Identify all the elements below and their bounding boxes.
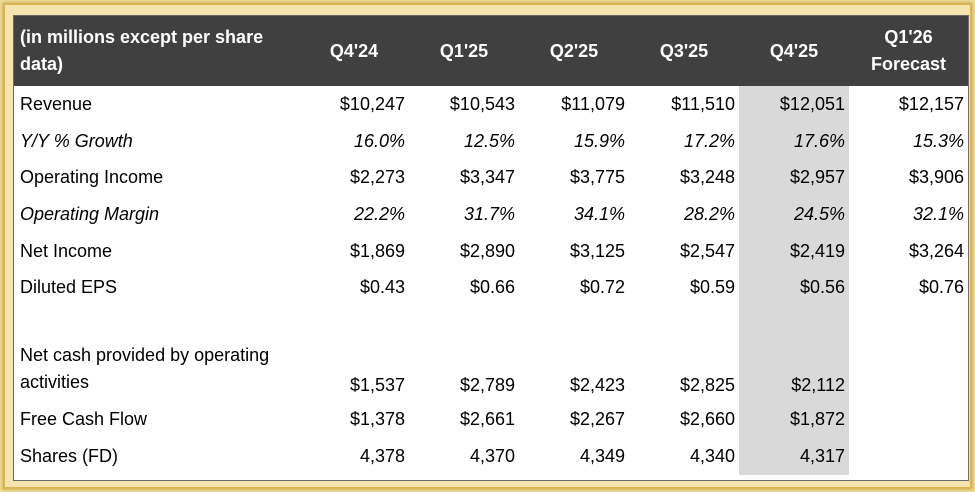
cell-value: 4,370: [469, 445, 515, 466]
cell-value: $0.43: [359, 277, 405, 298]
cell-value: $3,264: [908, 240, 964, 261]
cell-value: $3,347: [459, 167, 515, 188]
cell-value: $2,273: [349, 167, 405, 188]
header-period-q1-26-forecast: Q1'26 Forecast: [849, 16, 968, 86]
header-period-q4-25: Q4'25: [739, 16, 849, 86]
cell-value: $2,890: [459, 240, 515, 261]
table-row-diluted-eps: Diluted EPS $0.43 $0.66 $0.72 $0.59 $0.5…: [14, 269, 968, 307]
financial-table: (in millions except per share data) Q4'2…: [14, 16, 968, 475]
cell-value: $12,051: [739, 86, 849, 123]
empty-cell: [409, 306, 519, 342]
table-row-operating-income: Operating Income $2,273 $3,347 $3,775 $3…: [14, 159, 968, 197]
header-label: (in millions except per share data): [14, 16, 299, 86]
cell-value: $3,125: [569, 240, 625, 261]
cell-value: 17.6%: [739, 122, 849, 160]
cell-value: 31.7%: [463, 203, 515, 224]
header-period-q1-25: Q1'25: [409, 16, 519, 86]
cell-value: $2,957: [739, 159, 849, 197]
cell-value: $2,825: [679, 375, 735, 396]
cell-value: $2,267: [569, 408, 625, 429]
cell-value: $2,112: [739, 342, 849, 402]
financial-summary-table: (in millions except per share data) Q4'2…: [13, 15, 969, 481]
row-label: Operating Margin: [20, 203, 160, 224]
header-period-q2-25: Q2'25: [519, 16, 629, 86]
cell-value: 16.0%: [353, 130, 405, 151]
empty-cell: [14, 306, 299, 342]
cell-value: $0.76: [918, 277, 964, 298]
cell-value: $1,869: [349, 240, 405, 261]
cell-value: 32.1%: [912, 203, 964, 224]
cell-value: [849, 401, 968, 438]
cell-value: $3,248: [679, 167, 735, 188]
cell-value: $0.59: [689, 277, 735, 298]
cell-value: $2,547: [679, 240, 735, 261]
cell-value: $1,537: [349, 375, 405, 396]
table-frame: (in millions except per share data) Q4'2…: [3, 3, 972, 489]
cell-value: $10,247: [339, 93, 405, 114]
cell-value: 15.9%: [573, 130, 625, 151]
cell-value: $11,079: [561, 93, 625, 114]
row-label: Net Income: [20, 240, 113, 261]
header-period-q3-25: Q3'25: [629, 16, 739, 86]
cell-value: 34.1%: [573, 203, 625, 224]
row-label: Free Cash Flow: [20, 408, 148, 429]
table-row-operating-cash: Net cash provided by operating activitie…: [14, 342, 968, 402]
cell-value: $3,906: [908, 167, 964, 188]
table-row-revenue: Revenue $10,247 $10,543 $11,079 $11,510 …: [14, 86, 968, 123]
cell-value: $0.56: [739, 269, 849, 307]
header-period-q4-24: Q4'24: [299, 16, 409, 86]
cell-value: 4,317: [739, 437, 849, 475]
cell-value: $0.66: [469, 277, 515, 298]
cell-value: $12,157: [898, 93, 964, 114]
empty-cell: [629, 306, 739, 342]
cell-value: 22.2%: [353, 203, 405, 224]
cell-value: $1,378: [349, 408, 405, 429]
row-label: Operating Income: [20, 167, 164, 188]
table-row-operating-margin: Operating Margin 22.2% 31.7% 34.1% 28.2%…: [14, 196, 968, 233]
row-label: Shares (FD): [20, 445, 119, 466]
cell-value: [849, 438, 968, 475]
cell-value: 4,378: [359, 445, 405, 466]
table-row-spacer: [14, 306, 968, 343]
table-row-shares-fd: Shares (FD) 4,378 4,370 4,349 4,340 4,31…: [14, 437, 968, 475]
cell-value: 24.5%: [739, 196, 849, 233]
empty-cell: [299, 306, 409, 342]
cell-value: $2,661: [459, 408, 515, 429]
cell-value: [849, 342, 968, 401]
empty-cell: [519, 306, 629, 342]
cell-value: $11,510: [671, 93, 735, 114]
cell-value: $2,789: [459, 375, 515, 396]
cell-value: $2,660: [679, 408, 735, 429]
row-label: Diluted EPS: [20, 277, 118, 298]
table-row-free-cash-flow: Free Cash Flow $1,378 $2,661 $2,267 $2,6…: [14, 401, 968, 438]
cell-value: 17.2%: [683, 130, 735, 151]
table-row-net-income: Net Income $1,869 $2,890 $3,125 $2,547 $…: [14, 232, 968, 270]
cell-value: 15.3%: [912, 130, 964, 151]
cell-value: $2,423: [569, 375, 625, 396]
cell-value: 12.5%: [463, 130, 515, 151]
cell-value: $2,419: [739, 232, 849, 270]
cell-value: 4,340: [689, 445, 735, 466]
empty-cell: [739, 306, 849, 343]
row-label: Revenue: [20, 93, 93, 114]
cell-value: $3,775: [569, 167, 625, 188]
row-label: Y/Y % Growth: [20, 130, 133, 151]
cell-value: 28.2%: [683, 203, 735, 224]
cell-value: $10,543: [449, 93, 515, 114]
cell-value: $1,872: [739, 401, 849, 438]
empty-cell: [849, 306, 968, 342]
table-row-yy-growth: Y/Y % Growth 16.0% 12.5% 15.9% 17.2% 17.…: [14, 122, 968, 160]
cell-value: 4,349: [579, 445, 625, 466]
row-label: Net cash provided by operating activitie…: [20, 345, 270, 393]
header-row: (in millions except per share data) Q4'2…: [14, 16, 968, 86]
cell-value: $0.72: [579, 277, 625, 298]
